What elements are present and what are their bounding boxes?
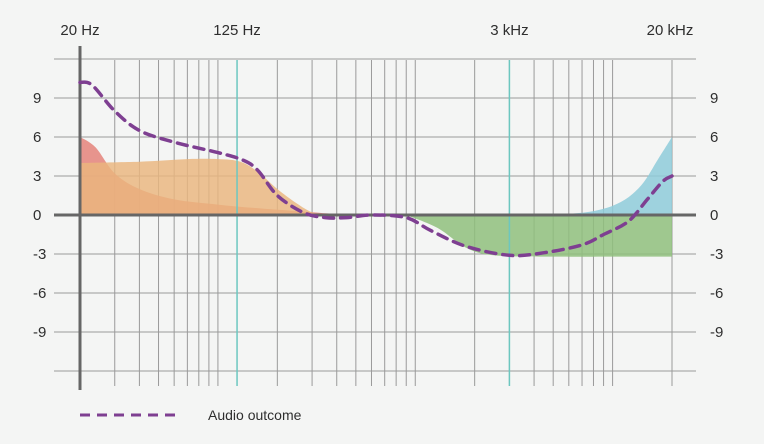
- y-tick-label-left: -3: [33, 246, 46, 263]
- frequency-bands: [80, 60, 672, 386]
- y-tick-label-right: 0: [710, 207, 718, 224]
- y-tick-label-left: 6: [33, 129, 41, 146]
- y-tick-label-right: 6: [710, 129, 718, 146]
- y-tick-label-left: 9: [33, 90, 41, 107]
- y-tick-label-left: -9: [33, 324, 46, 341]
- outcome-series: [78, 80, 674, 258]
- y-tick-label-right: -9: [710, 324, 723, 341]
- axis-labels: 9 9 6 6 3 3 0 0 -3 -3 -6 -6 -9 -9 20 Hz 125 Hz 3 kHz 20 k…: [33, 22, 723, 341]
- x-tick-label: 20 Hz: [60, 22, 99, 39]
- y-tick-label-left: -6: [33, 285, 46, 302]
- y-tick-label-right: 3: [710, 168, 718, 185]
- x-tick-label: 125 Hz: [213, 22, 261, 39]
- audio-outcome-line: [78, 80, 674, 258]
- y-tick-label-right: -6: [710, 285, 723, 302]
- legend: Audio outcome: [80, 407, 302, 423]
- legend-label-outcome: Audio outcome: [208, 407, 302, 423]
- x-tick-label: 3 kHz: [490, 22, 528, 39]
- y-tick-label-right: -3: [710, 246, 723, 263]
- x-tick-label: 20 kHz: [647, 22, 694, 39]
- y-tick-label-right: 9: [710, 90, 718, 107]
- orange-band-area: [80, 158, 326, 215]
- y-tick-label-left: 3: [33, 168, 41, 185]
- y-tick-label-left: 0: [33, 207, 41, 224]
- blue-band-area: [553, 137, 672, 215]
- green-band-area: [406, 215, 672, 257]
